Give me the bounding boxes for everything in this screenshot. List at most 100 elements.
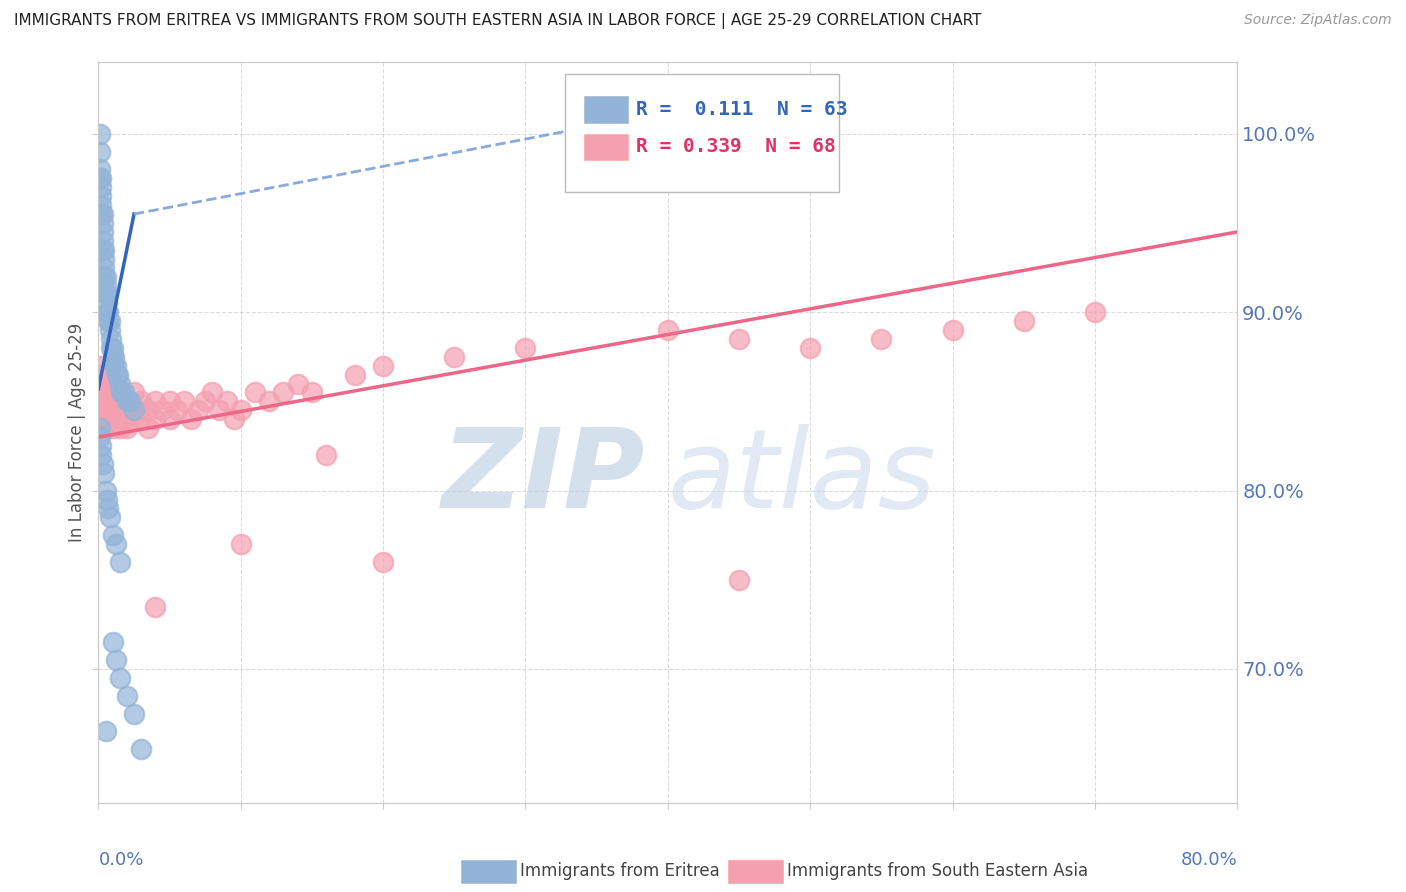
Point bbox=[97, 501, 120, 516]
Point bbox=[91, 376, 114, 391]
Point bbox=[91, 225, 114, 239]
Point bbox=[91, 216, 114, 230]
Point bbox=[105, 394, 128, 409]
Text: Source: ZipAtlas.com: Source: ZipAtlas.com bbox=[1244, 13, 1392, 28]
Point bbox=[187, 403, 209, 417]
Point bbox=[173, 394, 195, 409]
Point bbox=[101, 403, 124, 417]
Point bbox=[222, 412, 245, 426]
Point bbox=[90, 207, 112, 221]
Point bbox=[101, 421, 124, 435]
Point bbox=[728, 332, 751, 346]
Text: Immigrants from South Eastern Asia: Immigrants from South Eastern Asia bbox=[787, 863, 1088, 880]
Point bbox=[91, 394, 114, 409]
Point bbox=[101, 635, 124, 649]
Point bbox=[89, 145, 111, 159]
Point bbox=[110, 385, 132, 400]
Point bbox=[118, 394, 141, 409]
FancyBboxPatch shape bbox=[583, 134, 628, 161]
Point bbox=[728, 573, 751, 587]
Point bbox=[129, 412, 152, 426]
Point bbox=[90, 171, 112, 186]
Point bbox=[94, 269, 117, 284]
Point bbox=[118, 412, 141, 426]
Point bbox=[94, 412, 117, 426]
Point bbox=[97, 394, 120, 409]
Point bbox=[166, 403, 188, 417]
Point bbox=[122, 385, 145, 400]
Point bbox=[89, 162, 111, 177]
Point bbox=[90, 439, 112, 453]
Point bbox=[96, 296, 118, 310]
Point bbox=[194, 394, 217, 409]
Y-axis label: In Labor Force | Age 25-29: In Labor Force | Age 25-29 bbox=[67, 323, 86, 542]
FancyBboxPatch shape bbox=[583, 96, 628, 123]
Point bbox=[98, 412, 121, 426]
Point bbox=[229, 403, 252, 417]
Point bbox=[115, 394, 138, 409]
Point bbox=[93, 252, 115, 266]
Point bbox=[343, 368, 366, 382]
Point bbox=[93, 260, 115, 275]
Text: IMMIGRANTS FROM ERITREA VS IMMIGRANTS FROM SOUTH EASTERN ASIA IN LABOR FORCE | A: IMMIGRANTS FROM ERITREA VS IMMIGRANTS FR… bbox=[14, 13, 981, 29]
Point bbox=[373, 359, 395, 373]
Point bbox=[108, 555, 131, 569]
Point bbox=[870, 332, 893, 346]
Point bbox=[799, 341, 821, 355]
Point bbox=[91, 457, 114, 471]
Point bbox=[115, 421, 138, 435]
Point bbox=[98, 385, 121, 400]
Point bbox=[89, 171, 111, 186]
Point bbox=[129, 742, 152, 756]
Point bbox=[104, 537, 127, 551]
Point bbox=[101, 528, 124, 542]
Point bbox=[93, 466, 115, 480]
Point bbox=[115, 689, 138, 703]
FancyBboxPatch shape bbox=[565, 73, 839, 192]
Point bbox=[96, 287, 118, 301]
Point bbox=[97, 421, 120, 435]
Point bbox=[259, 394, 281, 409]
Point bbox=[122, 403, 145, 417]
Point bbox=[129, 394, 152, 409]
Point bbox=[373, 555, 395, 569]
Point bbox=[180, 412, 202, 426]
Point bbox=[94, 376, 117, 391]
Point bbox=[103, 394, 125, 409]
Point bbox=[145, 412, 167, 426]
Point bbox=[122, 706, 145, 721]
Point bbox=[101, 350, 124, 364]
Point bbox=[110, 403, 132, 417]
Text: 80.0%: 80.0% bbox=[1181, 851, 1237, 869]
Point bbox=[108, 671, 131, 685]
Point bbox=[91, 243, 114, 257]
Point bbox=[90, 189, 112, 203]
Point bbox=[90, 359, 112, 373]
Point bbox=[107, 412, 129, 426]
Point bbox=[96, 403, 118, 417]
Point bbox=[96, 305, 118, 319]
Point bbox=[104, 359, 127, 373]
Point bbox=[100, 403, 122, 417]
Point bbox=[96, 492, 118, 507]
Point bbox=[93, 269, 115, 284]
Point bbox=[91, 234, 114, 248]
Point bbox=[1084, 305, 1107, 319]
Point bbox=[201, 385, 224, 400]
Point bbox=[105, 368, 128, 382]
Point bbox=[104, 653, 127, 667]
Point bbox=[103, 359, 125, 373]
Point bbox=[89, 368, 111, 382]
Point bbox=[127, 403, 149, 417]
Point bbox=[159, 412, 181, 426]
Point bbox=[101, 341, 124, 355]
Point bbox=[145, 394, 167, 409]
Point bbox=[91, 207, 114, 221]
Point bbox=[94, 278, 117, 293]
Point bbox=[90, 180, 112, 194]
Point bbox=[443, 350, 465, 364]
Point bbox=[89, 421, 111, 435]
Point bbox=[108, 421, 131, 435]
Point bbox=[94, 483, 117, 498]
Point bbox=[243, 385, 266, 400]
